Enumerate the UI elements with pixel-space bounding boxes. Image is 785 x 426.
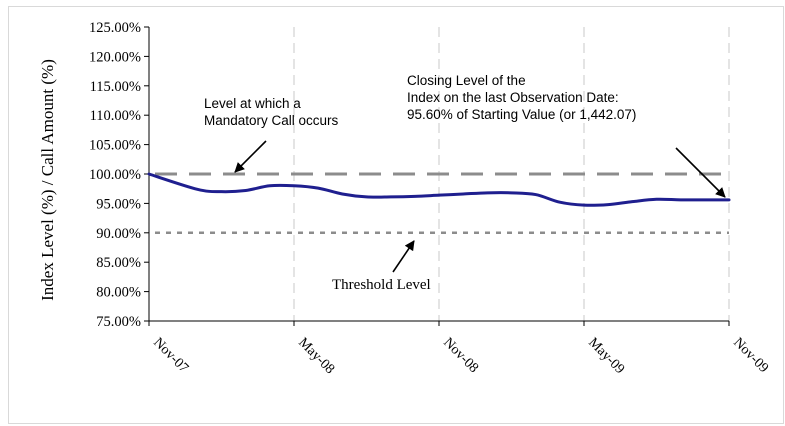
index-level-series-line [147,172,731,207]
y-tick-label: 90.00% [96,226,141,242]
x-tick-label: Nov-07 [150,335,191,376]
reference-lines [155,172,729,235]
svg-text:Level at which a Manda: Level at which a Mandatory Call occurs [204,96,339,128]
annotation-closing-level-line-2: Index on the last Observation Date: [407,90,619,105]
y-tick-label: 95.00% [96,196,141,212]
x-tick-label: May-09 [585,335,627,377]
y-tick-label: 80.00% [96,285,141,301]
line-chart: Index Level (%) / Call Amount (%) 125.00… [38,20,771,377]
y-tick-label: 85.00% [96,255,141,271]
y-tick-label: 115.00% [90,79,141,95]
annotation-threshold-line-1: Threshold Level [332,277,431,293]
y-tick-label: 125.00% [89,20,141,36]
chart-frame: Index Level (%) / Call Amount (%) 125.00… [8,6,784,424]
y-tick-label: 105.00% [89,138,141,154]
svg-text:Closing Level of the I: Closing Level of the Index on the last O… [407,73,636,122]
y-tick-label: 75.00% [96,314,141,330]
x-tick-label: Nov-09 [730,335,771,376]
annotation-mandatory-call-line-1: Level at which a [204,96,301,111]
annotation-mandatory-call: Level at which a Mandatory Call occurs [204,96,339,173]
annotation-mandatory-call-arrow [234,140,267,173]
annotation-closing-level-arrow [675,147,726,198]
series-layer [147,172,731,207]
y-tick-labels: 125.00% 120.00% 115.00% 110.00% 105.00% 100.0… [89,20,149,330]
svg-text:Threshold Level: Threshold Level [332,277,431,293]
x-tick-labels: Nov-07 May-08 Nov-08 May-09 Nov-09 [148,321,771,377]
y-tick-label: 100.00% [89,167,141,183]
y-tick-label: 120.00% [89,49,141,65]
annotation-mandatory-call-line-2: Mandatory Call occurs [204,113,339,128]
annotation-closing-level-line-3: 95.60% of Starting Value (or 1,442.07) [407,107,636,122]
x-tick-label: Nov-08 [440,335,481,376]
y-tick-label: 110.00% [90,108,141,124]
annotation-threshold: Threshold Level [332,240,431,293]
annotation-closing-level-line-1: Closing Level of the [407,73,526,88]
y-axis-title: Index Level (%) / Call Amount (%) [38,59,57,301]
annotation-closing-level: Closing Level of the Index on the last O… [407,73,726,198]
x-tick-label: May-08 [295,335,337,377]
annotation-threshold-arrow [392,240,415,273]
